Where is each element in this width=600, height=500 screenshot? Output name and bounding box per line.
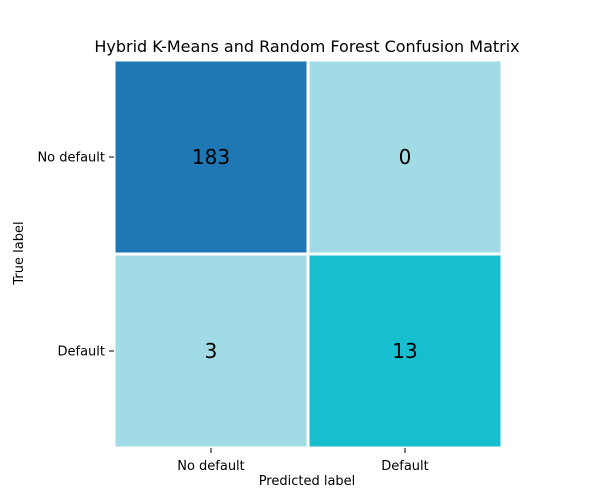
y-tick-label-0: No default xyxy=(37,151,105,166)
x-tick-label-1: Default xyxy=(381,459,429,474)
chart-title: Hybrid K-Means and Random Forest Confusi… xyxy=(94,37,519,56)
cell-value-label-r0-c0: 183 xyxy=(192,145,230,169)
cell-value-label-r0-c1: 0 xyxy=(399,145,412,169)
cell-value-label-r1-c1: 13 xyxy=(392,339,417,363)
x-tick-labels: No default Default xyxy=(177,448,429,474)
x-tick-label-0: No default xyxy=(177,459,245,474)
heatmap-cell-r1-c1 xyxy=(309,255,501,447)
heatmap-cell-r0-c0 xyxy=(115,61,307,253)
heatmap-cell-r1-c0 xyxy=(115,255,307,447)
x-axis-label: Predicted label xyxy=(259,474,356,489)
cell-value-label-r1-c0: 3 xyxy=(205,339,218,363)
y-tick-labels: No default Default xyxy=(37,151,114,360)
y-tick-label-1: Default xyxy=(58,345,106,360)
y-axis-label: True label xyxy=(12,221,27,285)
heatmap-cells: 183 0 3 13 xyxy=(115,61,501,447)
heatmap-cell-r0-c1 xyxy=(309,61,501,253)
